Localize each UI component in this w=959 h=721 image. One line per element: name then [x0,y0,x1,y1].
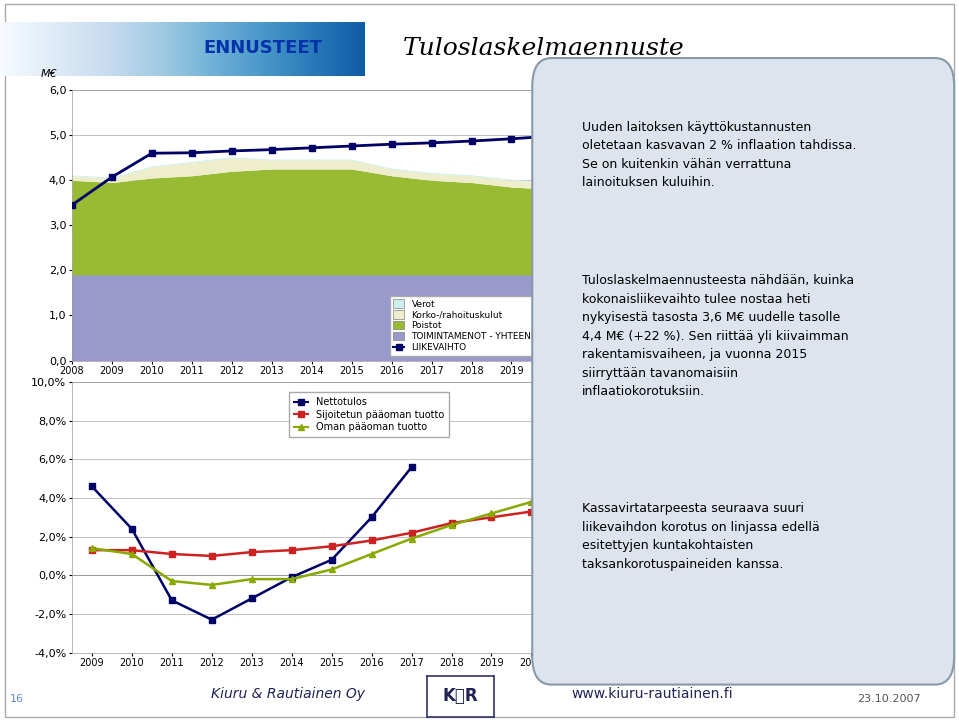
Legend: Nettotulos, Sijoitetun pääoman tuotto, Oman pääoman tuotto: Nettotulos, Sijoitetun pääoman tuotto, O… [289,392,450,437]
Text: Tuloslaskelmaennusteesta nähdään, kuinka
kokonaisliikevaihto tulee nostaa heti
n: Tuloslaskelmaennusteesta nähdään, kuinka… [582,275,854,399]
Text: 16: 16 [10,694,24,704]
Text: Tuloslaskelmaennuste: Tuloslaskelmaennuste [403,37,685,60]
Text: www.kiuru-rautiainen.fi: www.kiuru-rautiainen.fi [572,687,733,701]
Text: Uuden laitoksen käyttökustannusten
oletetaan kasvavan 2 % inflaation tahdissa.
S: Uuden laitoksen käyttökustannusten olete… [582,120,856,189]
Legend: Verot, Korko-/rahoituskulut, Poistot, TOIMINTAMENOT - YHTEENSÄ, LIIKEVAIHTO: Verot, Korko-/rahoituskulut, Poistot, TO… [389,296,547,356]
Text: 23.10.2007: 23.10.2007 [857,694,921,704]
FancyBboxPatch shape [532,58,954,685]
Text: Kiuru & Rautiainen Oy: Kiuru & Rautiainen Oy [211,687,364,701]
Text: Kassavirtatarpeesta seuraava suuri
liikevaihdon korotus on linjassa edellä
esite: Kassavirtatarpeesta seuraava suuri liike… [582,503,820,571]
Text: M€: M€ [40,69,58,79]
Text: ENNUSTEET: ENNUSTEET [203,39,322,56]
Text: K⎯R: K⎯R [442,688,479,705]
